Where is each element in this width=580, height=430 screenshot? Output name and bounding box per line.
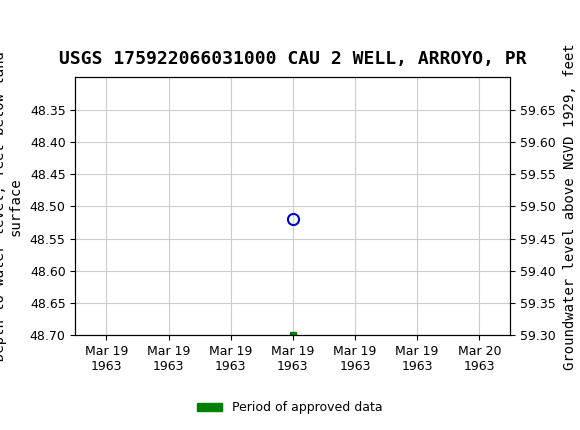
Legend: Period of approved data: Period of approved data (192, 396, 388, 419)
Y-axis label: Depth to water level, feet below land
surface: Depth to water level, feet below land su… (0, 52, 23, 361)
Y-axis label: Groundwater level above NGVD 1929, feet: Groundwater level above NGVD 1929, feet (563, 43, 577, 370)
Text: ≡USGS: ≡USGS (6, 16, 72, 36)
Title: USGS 175922066031000 CAU 2 WELL, ARROYO, PR: USGS 175922066031000 CAU 2 WELL, ARROYO,… (59, 49, 527, 68)
